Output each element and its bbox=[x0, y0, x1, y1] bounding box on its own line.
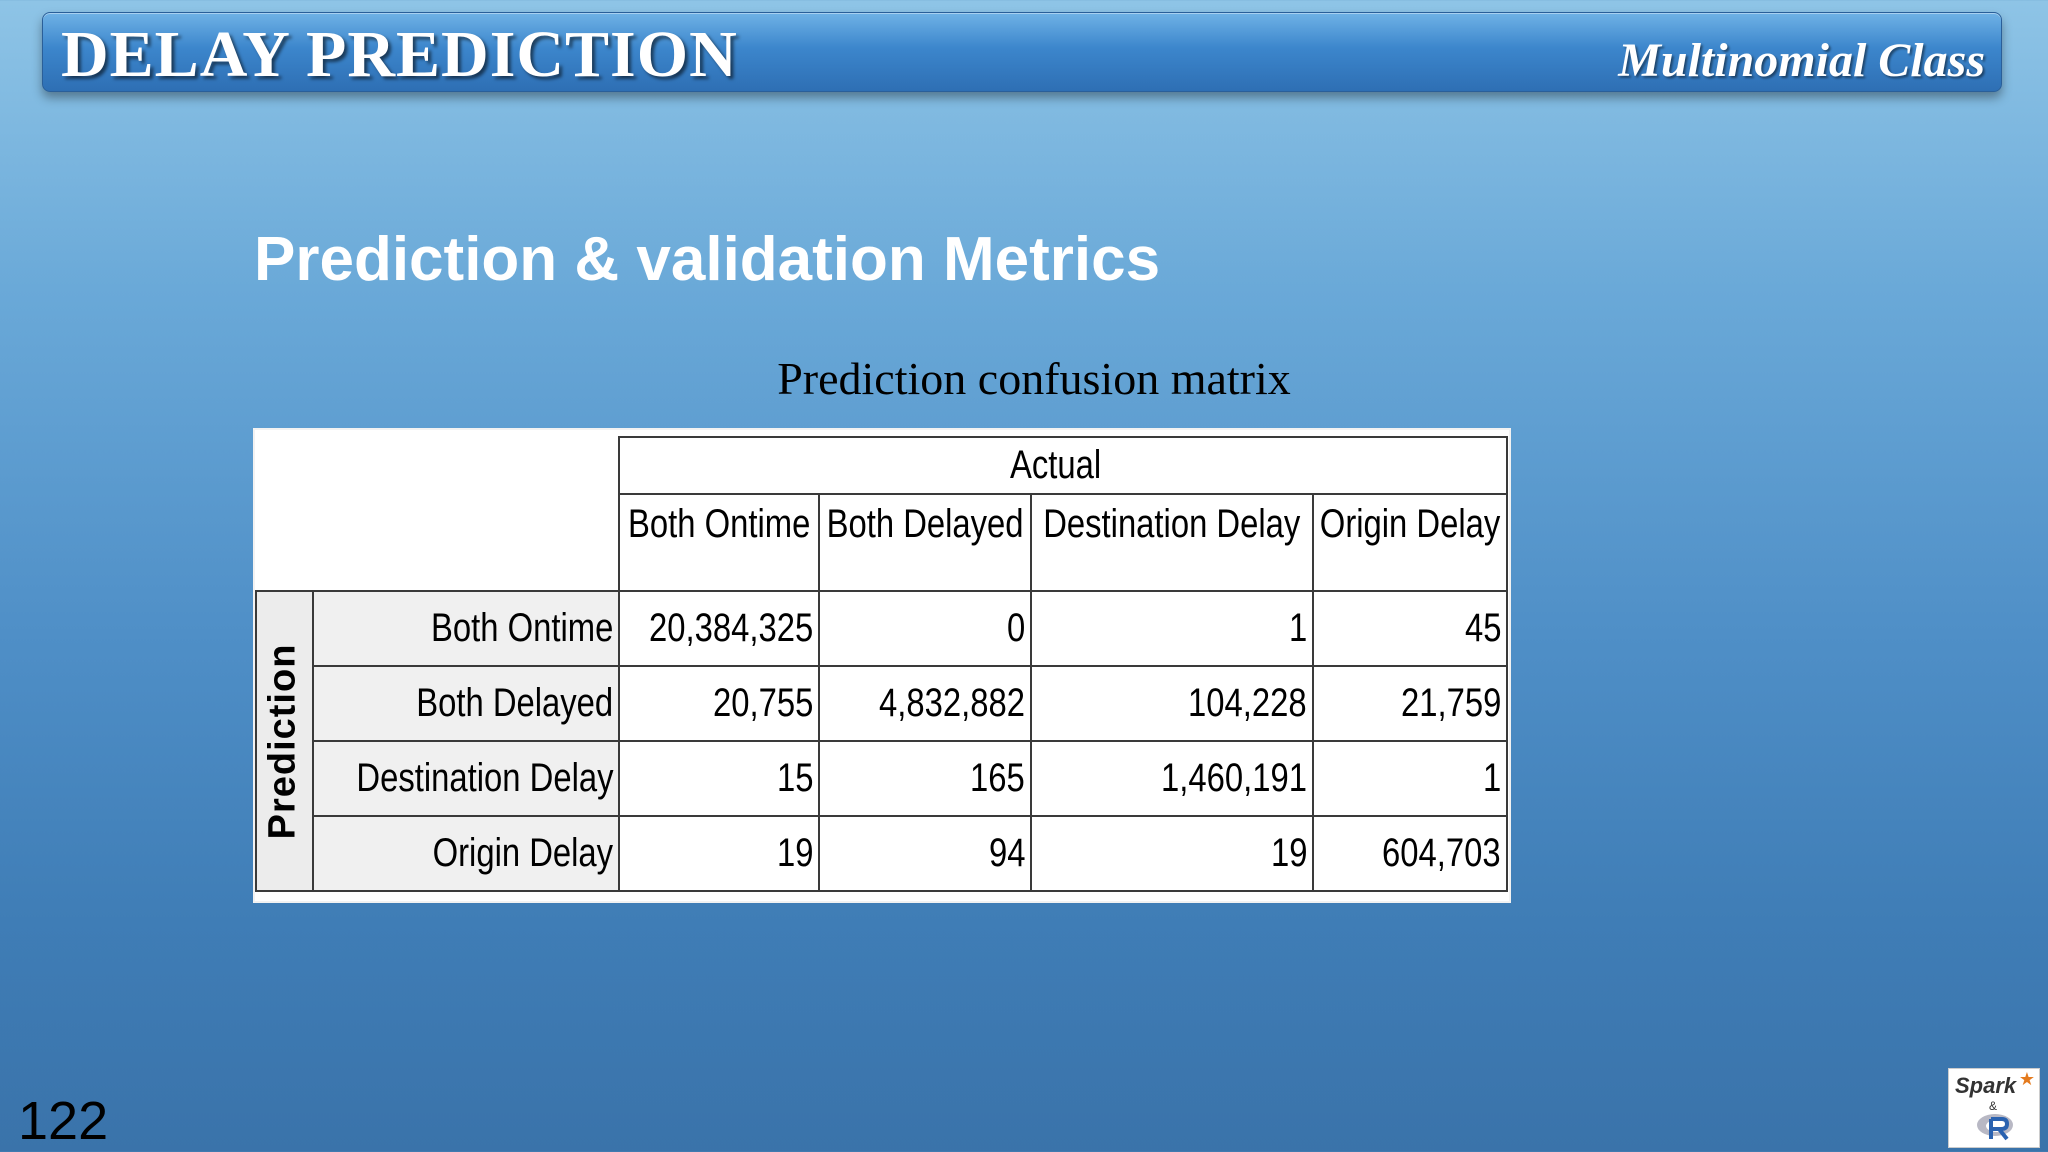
spark-star-icon: ★ bbox=[2018, 1069, 2035, 1089]
grid-line bbox=[619, 493, 1507, 495]
matrix-cell-value: 21,759 bbox=[1400, 681, 1501, 725]
grid-line bbox=[255, 890, 1507, 892]
actual-header: Actual bbox=[619, 436, 1493, 494]
row-header: Destination Delay bbox=[313, 741, 619, 816]
row-header-label: Origin Delay bbox=[432, 831, 613, 875]
matrix-cell: 20,384,325 bbox=[619, 591, 819, 666]
matrix-cell: 1 bbox=[1313, 741, 1507, 816]
matrix-cell-value: 19 bbox=[1270, 831, 1307, 875]
matrix-cell: 45 bbox=[1313, 591, 1507, 666]
prediction-label-cell: Prediction bbox=[255, 591, 313, 891]
column-header: Origin Delay bbox=[1313, 494, 1507, 554]
prediction-label-wrap: Prediction bbox=[255, 591, 311, 891]
column-header-label: Origin Delay bbox=[1319, 501, 1501, 546]
row-header-label: Destination Delay bbox=[355, 756, 613, 800]
section-heading: Prediction & validation Metrics bbox=[254, 225, 1161, 294]
matrix-cell: 21,759 bbox=[1313, 666, 1507, 741]
matrix-cell: 604,703 bbox=[1313, 816, 1507, 891]
matrix-cell: 19 bbox=[1031, 816, 1313, 891]
title-banner: DELAY PREDICTION Multinomial Class bbox=[42, 12, 2002, 92]
grid-line bbox=[1506, 436, 1508, 892]
slide-title: DELAY PREDICTION bbox=[61, 18, 738, 91]
matrix-cell: 0 bbox=[819, 591, 1031, 666]
matrix-cell-value: 19 bbox=[776, 831, 813, 875]
column-header-label: Both Delayed bbox=[826, 501, 1024, 546]
matrix-cell-value: 165 bbox=[970, 756, 1025, 800]
matrix-cell: 1,460,191 bbox=[1031, 741, 1313, 816]
matrix-cell-value: 0 bbox=[1006, 606, 1025, 650]
prediction-label: Prediction bbox=[261, 643, 304, 839]
slide-subtitle: Multinomial Class bbox=[1618, 34, 1985, 87]
actual-header-label: Actual bbox=[1010, 442, 1102, 487]
spark-r-logo-icon: Spark ★ & bbox=[1948, 1068, 2040, 1148]
matrix-cell-value: 45 bbox=[1464, 606, 1501, 650]
matrix-cell: 15 bbox=[619, 741, 819, 816]
matrix-cell: 165 bbox=[819, 741, 1031, 816]
matrix-cell: 4,832,882 bbox=[819, 666, 1031, 741]
matrix-cell: 20,755 bbox=[619, 666, 819, 741]
row-header: Both Ontime bbox=[313, 591, 619, 666]
grid-line bbox=[313, 815, 1507, 817]
matrix-caption: Prediction confusion matrix bbox=[777, 353, 1291, 404]
page-number: 122 bbox=[18, 1091, 109, 1151]
confusion-matrix-table: Actual Both Ontime Both Delayed Destinat… bbox=[253, 428, 1511, 903]
r-logo-icon bbox=[1977, 1114, 2013, 1141]
matrix-cell-value: 4,832,882 bbox=[879, 681, 1025, 725]
matrix-cell-value: 94 bbox=[988, 831, 1025, 875]
grid-line bbox=[1312, 493, 1314, 892]
grid-line bbox=[618, 436, 620, 892]
row-header-label: Both Ontime bbox=[430, 606, 613, 650]
matrix-cell-value: 20,384,325 bbox=[648, 606, 813, 650]
column-header: Both Delayed bbox=[819, 494, 1031, 554]
matrix-cell: 19 bbox=[619, 816, 819, 891]
matrix-cell-value: 1 bbox=[1288, 606, 1307, 650]
grid-line bbox=[313, 740, 1507, 742]
grid-line bbox=[313, 665, 1507, 667]
matrix-cell: 94 bbox=[819, 816, 1031, 891]
matrix-cell-value: 15 bbox=[776, 756, 813, 800]
matrix-cell-value: 104,228 bbox=[1188, 681, 1307, 725]
column-header-label: Destination Delay bbox=[1043, 501, 1301, 546]
column-header: Destination Delay bbox=[1031, 494, 1313, 554]
column-header: Both Ontime bbox=[619, 494, 819, 554]
grid-line bbox=[255, 590, 1507, 592]
grid-line bbox=[255, 590, 257, 892]
logo-spark-text: Spark bbox=[1955, 1073, 2017, 1098]
row-header: Both Delayed bbox=[313, 666, 619, 741]
row-header-label: Both Delayed bbox=[416, 681, 613, 725]
grid-line bbox=[619, 436, 1507, 438]
matrix-cell: 104,228 bbox=[1031, 666, 1313, 741]
logo-amp-text: & bbox=[1989, 1099, 1998, 1113]
matrix-cell-value: 20,755 bbox=[712, 681, 813, 725]
column-header-label: Both Ontime bbox=[627, 501, 811, 546]
matrix-cell-value: 1,460,191 bbox=[1161, 756, 1307, 800]
matrix-cell-value: 1 bbox=[1482, 756, 1501, 800]
matrix-cell: 1 bbox=[1031, 591, 1313, 666]
row-header: Origin Delay bbox=[313, 816, 619, 891]
matrix-cell-value: 604,703 bbox=[1382, 831, 1501, 875]
grid-line bbox=[818, 493, 820, 892]
grid-line bbox=[312, 590, 314, 892]
grid-line bbox=[1030, 493, 1032, 892]
